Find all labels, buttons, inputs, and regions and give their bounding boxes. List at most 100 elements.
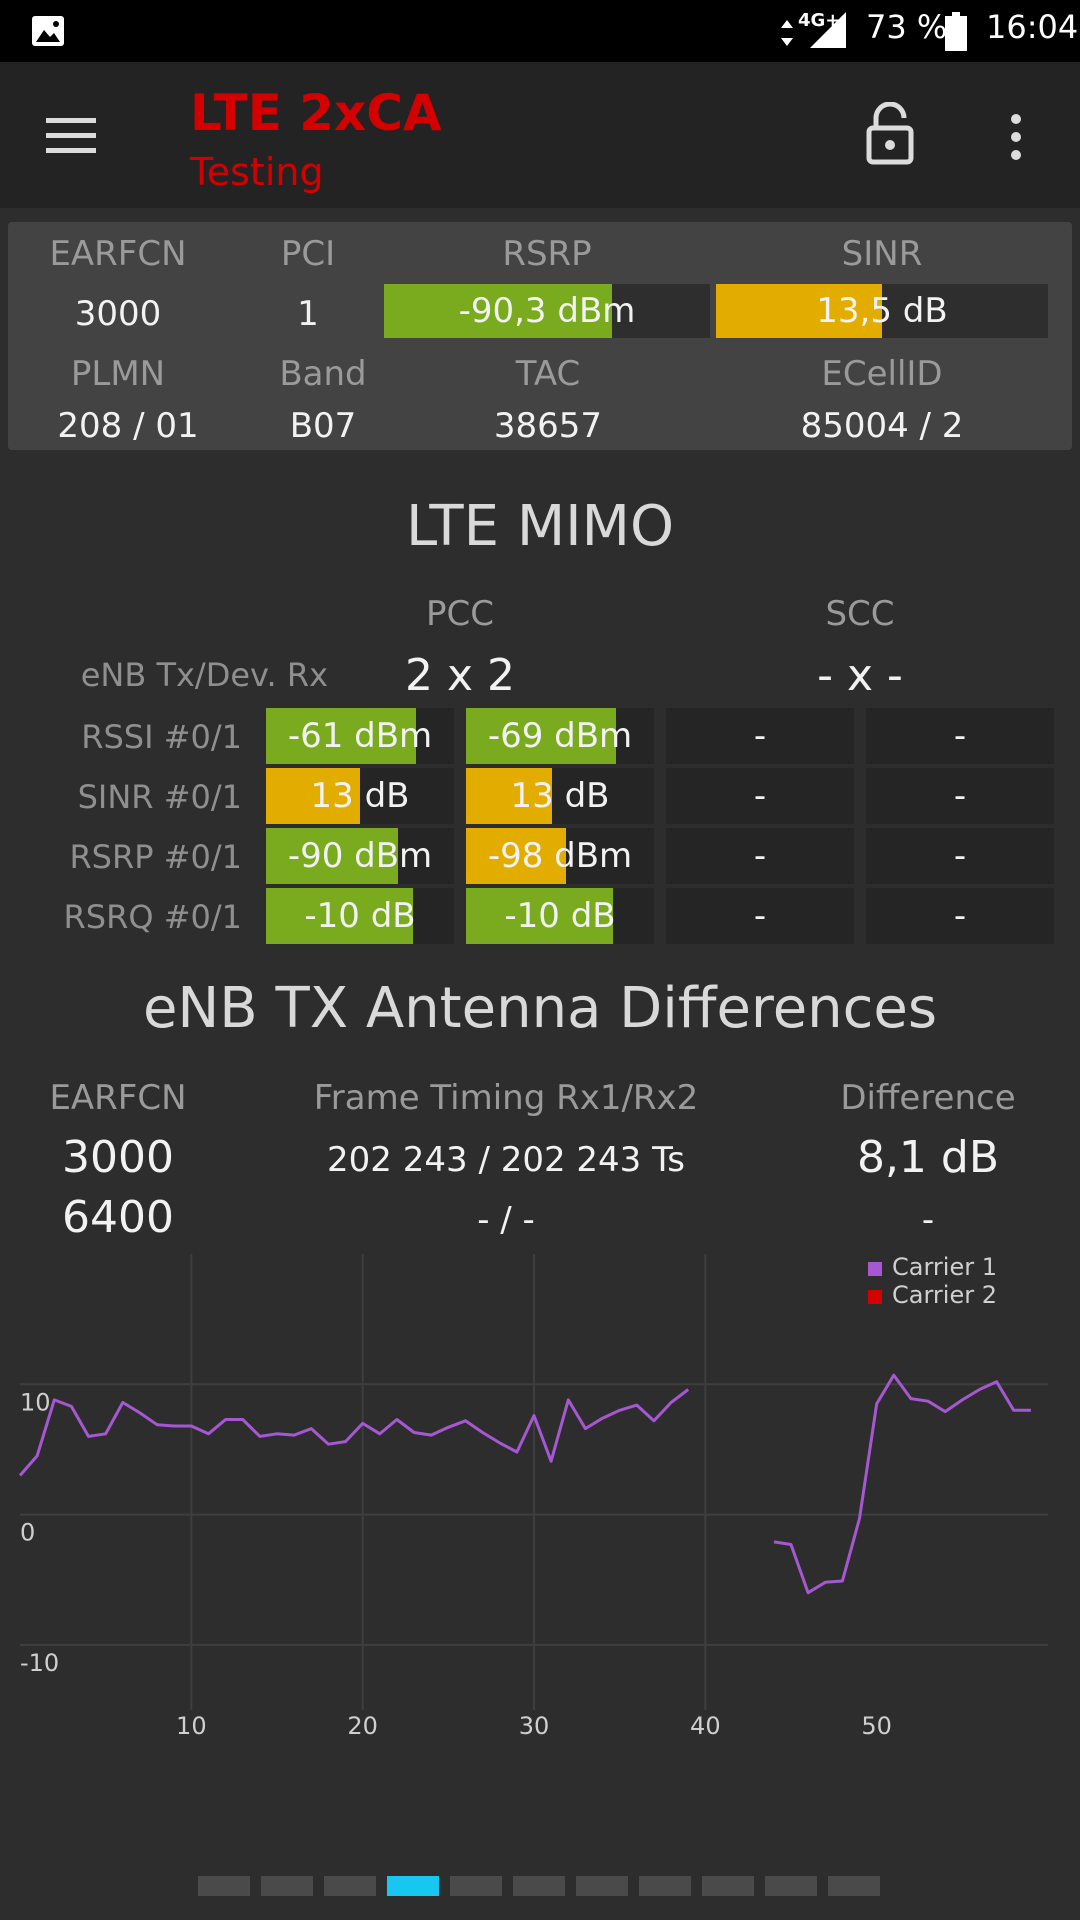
pcc-label: PCC bbox=[426, 594, 494, 634]
enb-tx-rx-label: eNB Tx/Dev. Rx bbox=[80, 656, 328, 694]
mimo-cell: - bbox=[866, 828, 1054, 884]
mimo-cell-value: - bbox=[953, 716, 967, 756]
unlock-icon[interactable] bbox=[866, 102, 914, 166]
frame-timing-2: - / - bbox=[477, 1200, 535, 1240]
scc-value: - x - bbox=[817, 650, 903, 701]
mimo-cell-fill bbox=[466, 708, 617, 764]
mimo-row-label: RSRQ #0/1 bbox=[63, 898, 242, 936]
x-tick-label: 30 bbox=[519, 1712, 550, 1740]
frame-timing-header: Frame Timing Rx1/Rx2 bbox=[313, 1078, 699, 1118]
y-tick-label: 10 bbox=[20, 1388, 51, 1416]
menu-icon[interactable] bbox=[46, 116, 98, 156]
mimo-cell: 13 dB bbox=[266, 768, 454, 824]
mimo-cell: - bbox=[866, 768, 1054, 824]
more-options-icon[interactable] bbox=[1006, 114, 1026, 160]
mimo-cell: - bbox=[666, 768, 854, 824]
mimo-cell-value: - bbox=[753, 776, 767, 816]
band-label: Band bbox=[279, 354, 367, 394]
cell-info-panel: EARFCN PCI RSRP SINR 3000 1 -90,3 dBm 13… bbox=[8, 222, 1072, 450]
mimo-row-label: RSSI #0/1 bbox=[81, 718, 242, 756]
difference-1: 8,1 dB bbox=[856, 1132, 1000, 1183]
mimo-cell-value: - bbox=[953, 896, 967, 936]
mimo-cell-value: 13 dB bbox=[310, 776, 410, 816]
page-indicator bbox=[0, 1876, 1080, 1896]
mimo-cell: -98 dBm bbox=[466, 828, 654, 884]
mimo-cell: - bbox=[866, 888, 1054, 944]
mimo-cell-value: -10 dB bbox=[504, 896, 616, 936]
rsrp-bar-fill bbox=[384, 284, 613, 338]
rsrp-value: -90,3 dBm bbox=[458, 291, 636, 331]
page-dot-active[interactable] bbox=[387, 1876, 439, 1896]
app-title: LTE 2xCA bbox=[190, 84, 442, 142]
x-tick-label: 50 bbox=[861, 1712, 892, 1740]
tac-value: 38657 bbox=[493, 406, 603, 446]
page-dot[interactable] bbox=[198, 1876, 250, 1896]
signal-strength-icon bbox=[810, 12, 846, 48]
mimo-cell-fill bbox=[266, 708, 417, 764]
mimo-cell-value: - bbox=[953, 776, 967, 816]
mimo-cell-fill bbox=[466, 768, 553, 824]
battery-percent: 73 % bbox=[866, 8, 948, 46]
legend-swatch bbox=[868, 1262, 882, 1276]
mimo-cell-fill bbox=[466, 888, 613, 944]
antenna-title: eNB TX Antenna Differences bbox=[142, 976, 938, 1041]
mimo-cell: - bbox=[666, 888, 854, 944]
ecellid-value: 85004 / 2 bbox=[800, 406, 964, 446]
page-dot[interactable] bbox=[828, 1876, 880, 1896]
earfcn-value: 3000 bbox=[74, 294, 162, 334]
mimo-cell-fill bbox=[266, 888, 413, 944]
mimo-cell: -10 dB bbox=[266, 888, 454, 944]
sinr-label: SINR bbox=[841, 234, 923, 274]
y-tick-label: 0 bbox=[20, 1519, 35, 1547]
mimo-title: LTE MIMO bbox=[405, 494, 675, 559]
scc-label: SCC bbox=[825, 594, 895, 634]
mimo-cell-value: -10 dB bbox=[304, 896, 416, 936]
rsrp-label: RSRP bbox=[502, 234, 592, 274]
page-dot[interactable] bbox=[513, 1876, 565, 1896]
mimo-cell-value: -98 dBm bbox=[487, 836, 633, 876]
pcc-value: 2 x 2 bbox=[405, 650, 515, 701]
mimo-cell-value: - bbox=[753, 896, 767, 936]
antenna-earfcn-header: EARFCN bbox=[49, 1078, 187, 1118]
sinr-bar-fill bbox=[716, 284, 882, 338]
legend-label: Carrier 2 bbox=[892, 1281, 997, 1309]
app-subtitle: Testing bbox=[190, 150, 324, 194]
image-notification-icon bbox=[32, 16, 64, 46]
page-dot[interactable] bbox=[702, 1876, 754, 1896]
difference-header: Difference bbox=[840, 1078, 1016, 1118]
antenna-earfcn-2: 6400 bbox=[62, 1192, 174, 1243]
mimo-cell: -90 dBm bbox=[266, 828, 454, 884]
x-tick-label: 20 bbox=[347, 1712, 378, 1740]
page-dot[interactable] bbox=[765, 1876, 817, 1896]
mimo-cell: 13 dB bbox=[466, 768, 654, 824]
tac-label: TAC bbox=[515, 354, 581, 394]
mimo-cell-value: -69 dBm bbox=[487, 716, 633, 756]
y-tick-label: -10 bbox=[20, 1649, 59, 1677]
antenna-earfcn-1: 3000 bbox=[62, 1132, 174, 1183]
series-line bbox=[773, 1373, 1031, 1595]
page-dot[interactable] bbox=[261, 1876, 313, 1896]
mimo-cell-value: -61 dBm bbox=[287, 716, 433, 756]
series-line bbox=[18, 1388, 690, 1477]
plmn-label: PLMN bbox=[70, 354, 166, 394]
page-dot[interactable] bbox=[450, 1876, 502, 1896]
page-dot[interactable] bbox=[324, 1876, 376, 1896]
ecellid-label: ECellID bbox=[821, 354, 943, 394]
mimo-cell: - bbox=[666, 828, 854, 884]
mimo-cell-value: -90 dBm bbox=[287, 836, 433, 876]
mimo-cell: -61 dBm bbox=[266, 708, 454, 764]
rsrp-bar: -90,3 dBm bbox=[384, 284, 710, 338]
data-arrows-icon bbox=[781, 20, 793, 46]
sinr-value: 13,5 dB bbox=[816, 291, 948, 331]
band-value: B07 bbox=[289, 406, 357, 446]
page-dot[interactable] bbox=[576, 1876, 628, 1896]
x-tick-label: 10 bbox=[176, 1712, 207, 1740]
mimo-cell-value: - bbox=[753, 836, 767, 876]
app-bar: LTE 2xCA Testing bbox=[0, 62, 1080, 208]
mimo-cell-value: - bbox=[753, 716, 767, 756]
mimo-cell: - bbox=[666, 708, 854, 764]
clock: 16:04 bbox=[986, 8, 1079, 46]
mimo-row-label: SINR #0/1 bbox=[77, 778, 242, 816]
page-dot[interactable] bbox=[639, 1876, 691, 1896]
